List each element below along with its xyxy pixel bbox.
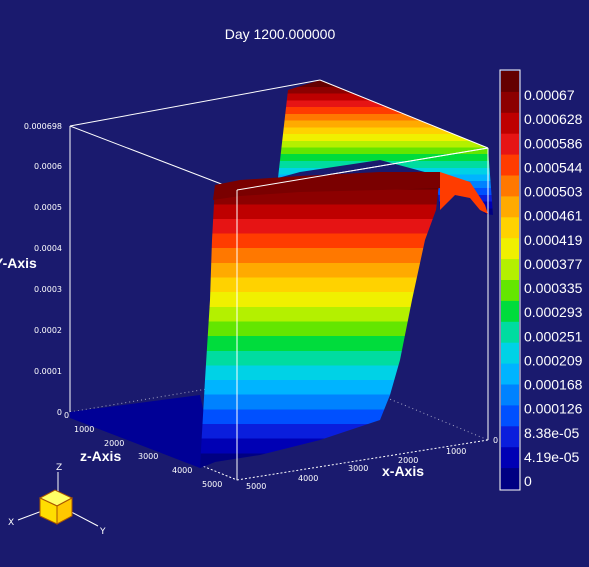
z-tick: 4000 xyxy=(172,466,192,475)
colorbar-swatch xyxy=(501,447,519,469)
colorbar-swatch xyxy=(501,217,519,239)
colorbar-label: 4.19e-05 xyxy=(524,449,579,465)
colorbar-swatch xyxy=(501,321,519,344)
colorbar-swatch xyxy=(501,133,519,156)
z-axis-label: z-Axis xyxy=(80,448,121,464)
colorbar-swatch xyxy=(501,71,519,93)
colorbar-label: 0.000168 xyxy=(524,377,583,393)
colorbar-swatch xyxy=(501,154,519,176)
x-tick: 3000 xyxy=(348,464,368,473)
orientation-triad: Z X Y xyxy=(8,463,106,537)
colorbar-swatch xyxy=(501,112,519,135)
z-tick: 2000 xyxy=(104,439,124,448)
colorbar-swatch xyxy=(501,238,519,260)
colorbar-swatch xyxy=(501,91,519,114)
colorbar-label: 0.000335 xyxy=(524,280,583,296)
colorbar-swatch xyxy=(501,300,519,323)
colorbar-label: 0.000419 xyxy=(524,232,583,248)
colorbar-label: 0.000251 xyxy=(524,328,583,344)
x-tick: 4000 xyxy=(298,474,318,483)
colorbar-swatch xyxy=(501,280,519,302)
colorbar-swatch xyxy=(501,426,519,448)
colorbar-swatch xyxy=(501,342,519,365)
colorbar-frame xyxy=(499,69,521,491)
colorbar-label: 0.00067 xyxy=(524,87,575,103)
z-tick: 0 xyxy=(64,411,69,420)
y-tick: 0.0005 xyxy=(34,203,62,212)
y-tick: 0.0002 xyxy=(34,326,62,335)
colorbar-label: 0.000209 xyxy=(524,352,583,368)
x-axis-ticks: 5000 4000 3000 2000 1000 0 xyxy=(246,436,498,491)
colorbar-swatch xyxy=(501,384,519,406)
colorbar-label: 0.000293 xyxy=(524,304,583,320)
z-tick: 5000 xyxy=(202,480,222,489)
x-tick: 1000 xyxy=(446,447,466,456)
bounding-box-front xyxy=(236,147,489,480)
y-tick: 0.000698 xyxy=(24,122,62,131)
colorbar-label: 0.000503 xyxy=(524,184,583,200)
triad-cube-right xyxy=(56,497,73,525)
y-axis-label: Y-Axis xyxy=(0,255,37,271)
y-axis-ticks: 0 0.0001 0.0002 0.0003 0.0004 0.0005 0.0006 0.0… xyxy=(24,122,62,417)
surface-right-tip xyxy=(440,172,488,214)
z-tick: 1000 xyxy=(74,425,94,434)
y-tick: 0.0003 xyxy=(34,285,62,294)
triad-z-label: Z xyxy=(56,463,62,473)
y-tick: 0.0001 xyxy=(34,367,62,376)
colorbar-swatch xyxy=(501,363,519,385)
x-tick: 0 xyxy=(493,436,498,445)
colorbar-labels: 0.00067 0.000628 0.000586 0.000544 0.000503 0… xyxy=(524,87,583,489)
colorbar-label: 0.000126 xyxy=(524,401,583,417)
triad-y-label: Y xyxy=(99,527,106,537)
colorbar-swatch xyxy=(501,196,519,218)
colorbar: 0.00067 0.000628 0.000586 0.000544 0.000503 0… xyxy=(499,69,583,491)
colorbar-swatch xyxy=(501,175,519,197)
colorbar-label: 0.000377 xyxy=(524,256,583,272)
triad-x-label: X xyxy=(8,518,14,528)
y-tick: 0.0004 xyxy=(34,244,62,253)
colorbar-label: 8.38e-05 xyxy=(524,425,579,441)
x-tick: 5000 xyxy=(246,482,266,491)
colorbar-label: 0.000628 xyxy=(524,111,583,127)
colorbar-swatch xyxy=(501,468,519,490)
colorbar-swatch xyxy=(501,405,519,427)
colorbar-label: 0.000586 xyxy=(524,135,583,151)
colorbar-swatch xyxy=(501,259,519,281)
surface-cliff-top xyxy=(213,172,443,200)
colorbar-label: 0.000461 xyxy=(524,208,583,224)
x-axis-label: x-Axis xyxy=(382,463,424,479)
surface-front-cliff xyxy=(200,175,440,468)
colorbar-swatches xyxy=(501,71,519,490)
z-axis-ticks: 0 1000 2000 3000 4000 5000 xyxy=(64,411,222,489)
surface-floor xyxy=(70,395,215,468)
x-tick: 2000 xyxy=(398,456,418,465)
colorbar-label: 0 xyxy=(524,473,532,489)
y-tick: 0 xyxy=(57,408,62,417)
chart-title: Day 1200.000000 xyxy=(224,26,336,42)
colorbar-label: 0.000544 xyxy=(524,159,583,175)
z-tick: 3000 xyxy=(138,452,158,461)
y-tick: 0.0006 xyxy=(34,162,62,171)
